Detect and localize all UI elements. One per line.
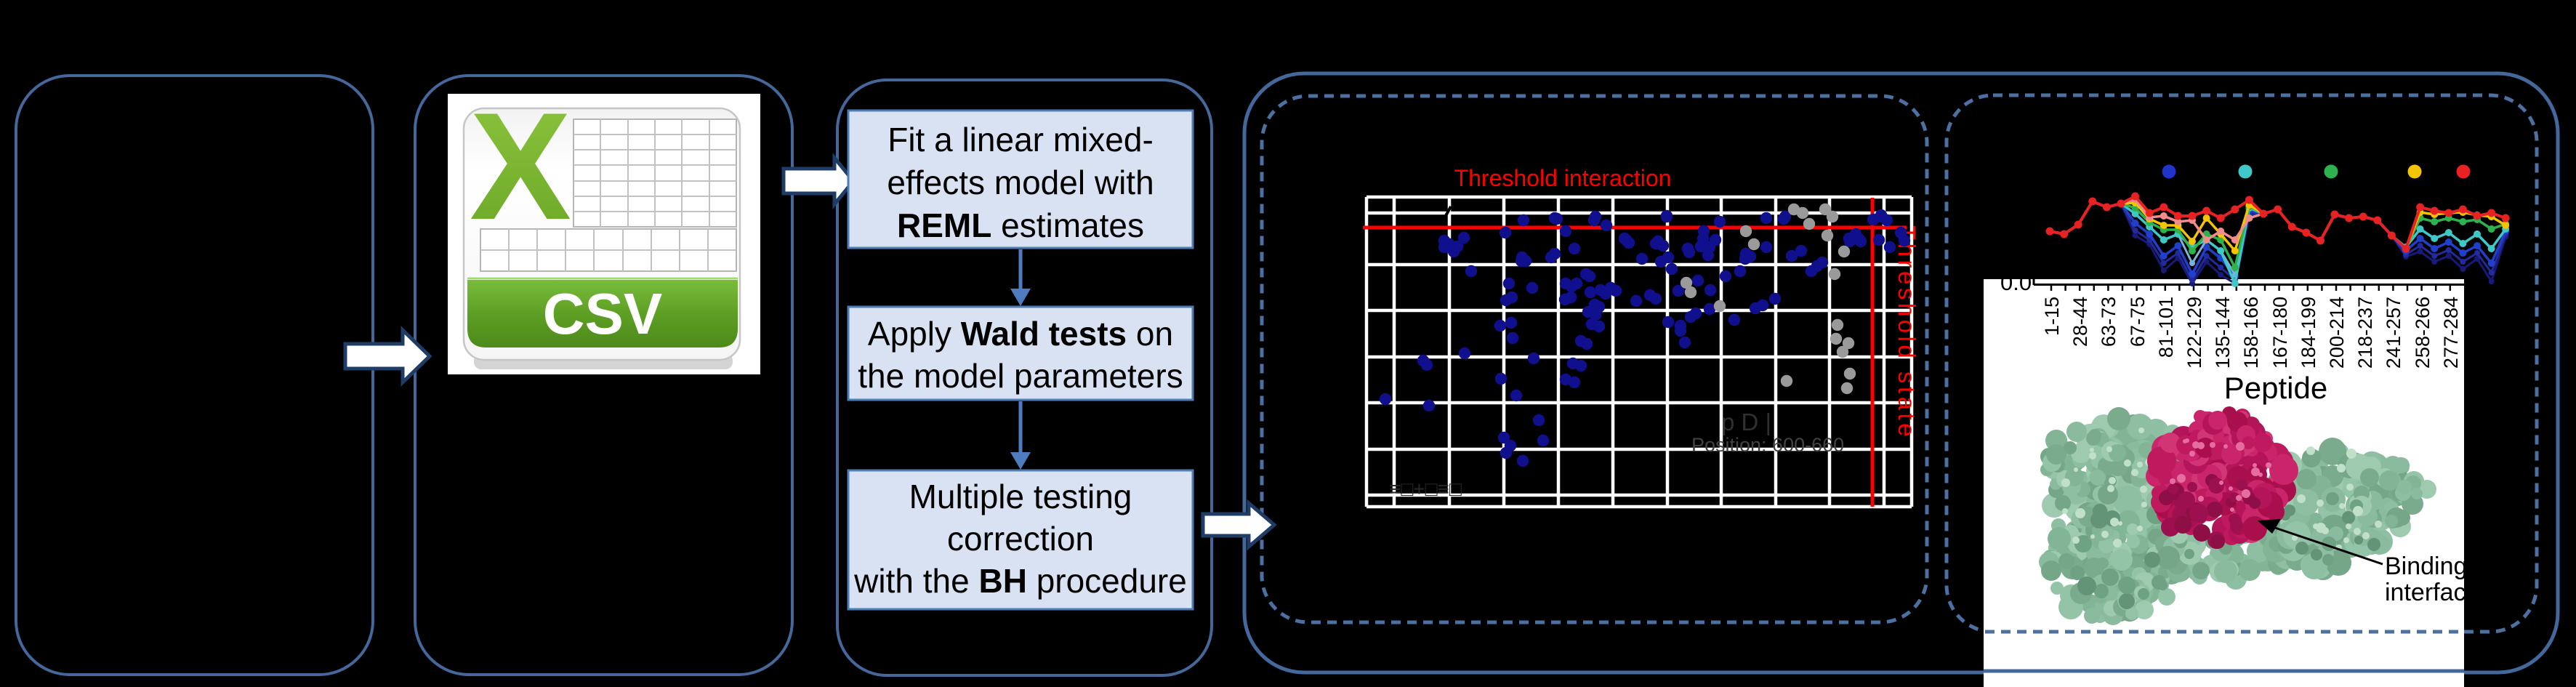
svg-text:with the BH procedure: with the BH procedure bbox=[853, 562, 1187, 600]
svg-text:167-180: 167-180 bbox=[2269, 297, 2291, 369]
svg-text:interface: interface bbox=[2385, 579, 2479, 606]
svg-text:Peptide: Peptide bbox=[2224, 371, 2327, 405]
svg-text:218-237: 218-237 bbox=[2354, 297, 2376, 369]
svg-text:63-73: 63-73 bbox=[2098, 297, 2120, 347]
svg-text:X: X bbox=[470, 81, 571, 252]
svg-text:Threshold interaction: Threshold interaction bbox=[1454, 165, 1672, 191]
svg-text:241-257: 241-257 bbox=[2383, 297, 2404, 369]
svg-text:Multiple testing: Multiple testing bbox=[909, 478, 1132, 515]
svg-text:Apply Wald tests on: Apply Wald tests on bbox=[868, 315, 1173, 353]
svg-text:158-166: 158-166 bbox=[2240, 297, 2262, 369]
svg-text:200-214: 200-214 bbox=[2326, 297, 2348, 369]
svg-text:184-199: 184-199 bbox=[2298, 297, 2319, 369]
svg-text:Binding: Binding bbox=[2385, 553, 2467, 580]
svg-text:correction: correction bbox=[947, 520, 1094, 558]
svg-text:p D |: p D | bbox=[1721, 409, 1771, 435]
svg-text:the model parameters: the model parameters bbox=[858, 357, 1183, 395]
svg-text:135-144: 135-144 bbox=[2212, 297, 2234, 369]
svg-text:Fit a linear mixed-: Fit a linear mixed- bbox=[887, 121, 1154, 158]
svg-text:0.0: 0.0 bbox=[2000, 270, 2032, 295]
svg-text:effects model with: effects model with bbox=[887, 164, 1154, 201]
svg-text:1-15: 1-15 bbox=[2041, 297, 2063, 336]
svg-text:CSV: CSV bbox=[543, 281, 663, 346]
svg-text:Threshold state: Threshold state bbox=[1893, 225, 1920, 440]
svg-text:258-266: 258-266 bbox=[2412, 297, 2434, 369]
svg-text:81-101: 81-101 bbox=[2155, 297, 2177, 358]
svg-text:122-129: 122-129 bbox=[2183, 297, 2205, 369]
svg-text:277-284: 277-284 bbox=[2440, 297, 2462, 369]
svg-text:28-44: 28-44 bbox=[2069, 297, 2091, 347]
svg-text:67-75: 67-75 bbox=[2127, 297, 2149, 347]
svg-text:REML estimates: REML estimates bbox=[897, 206, 1144, 244]
svg-text:≡□+□≡□: ≡□+□≡□ bbox=[1389, 478, 1462, 500]
svg-text:Position: 600-660: Position: 600-660 bbox=[1691, 434, 1844, 456]
